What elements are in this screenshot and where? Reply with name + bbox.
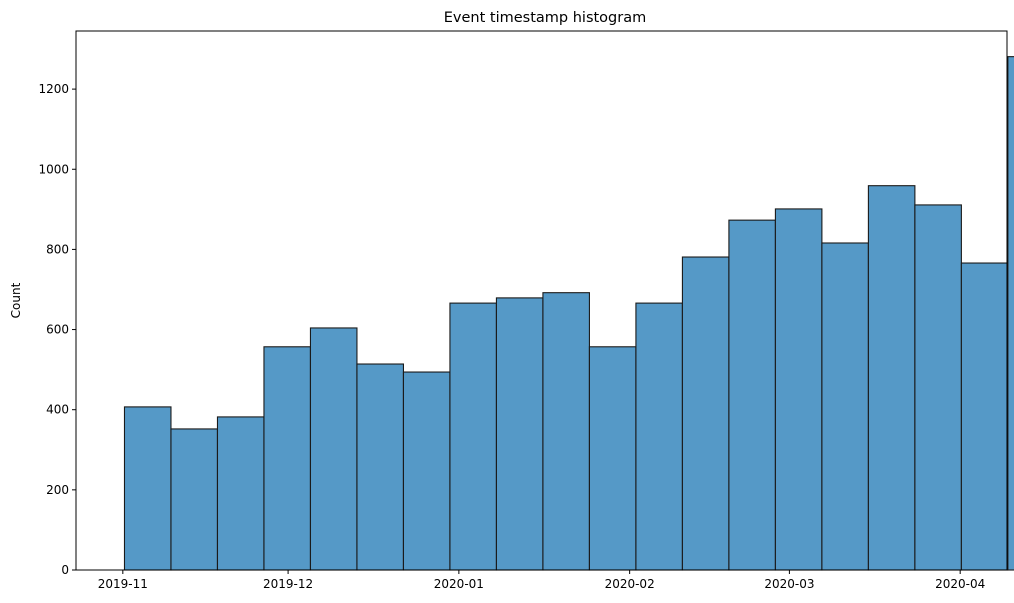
y-axis-title: Count [9,282,23,318]
histogram-bar [635,302,683,571]
histogram-bar [263,346,312,571]
x-tick-label: 2019-11 [98,577,148,591]
y-tick-label: 800 [46,242,69,256]
histogram-bar [170,428,219,571]
histogram-bar [216,416,265,571]
histogram-bar [309,327,358,571]
histogram-bar [449,302,497,571]
y-tick-label: 1200 [38,82,69,96]
histogram-bar [774,208,823,571]
histogram-bar [588,346,637,571]
histogram-bar [821,242,869,571]
histogram-bar [960,262,1009,571]
y-tick-label: 1000 [38,162,69,176]
y-tick-label: 200 [46,483,69,497]
x-tick-label: 2020-04 [935,577,985,591]
x-tick-label: 2020-03 [764,577,814,591]
histogram-bar [681,256,730,571]
histogram-bar [1007,56,1014,571]
bars-group [123,56,1014,571]
histogram-bar [542,292,590,571]
plot-frame [75,30,1008,571]
histogram-bar [356,363,404,571]
histogram-bar [728,219,776,571]
chart-title: Event timestamp histogram [444,10,646,26]
y-tick-label: 0 [61,563,69,577]
x-tick-label: 2019-12 [263,577,313,591]
y-axis: 0 200 400 600 800 1000 1200 [38,82,76,577]
y-tick-label: 600 [46,323,69,337]
histogram-bar [495,297,544,571]
x-tick-label: 2020-01 [434,577,484,591]
x-axis: 2019-11 2019-12 2020-01 2020-02 2020-03 2020-… [98,570,985,591]
histogram-bar [402,371,451,571]
histogram-bar [867,185,916,571]
x-tick-label: 2020-02 [605,577,655,591]
y-tick-label: 400 [46,403,69,417]
histogram-bar [914,204,962,571]
histogram-bar [123,406,172,571]
